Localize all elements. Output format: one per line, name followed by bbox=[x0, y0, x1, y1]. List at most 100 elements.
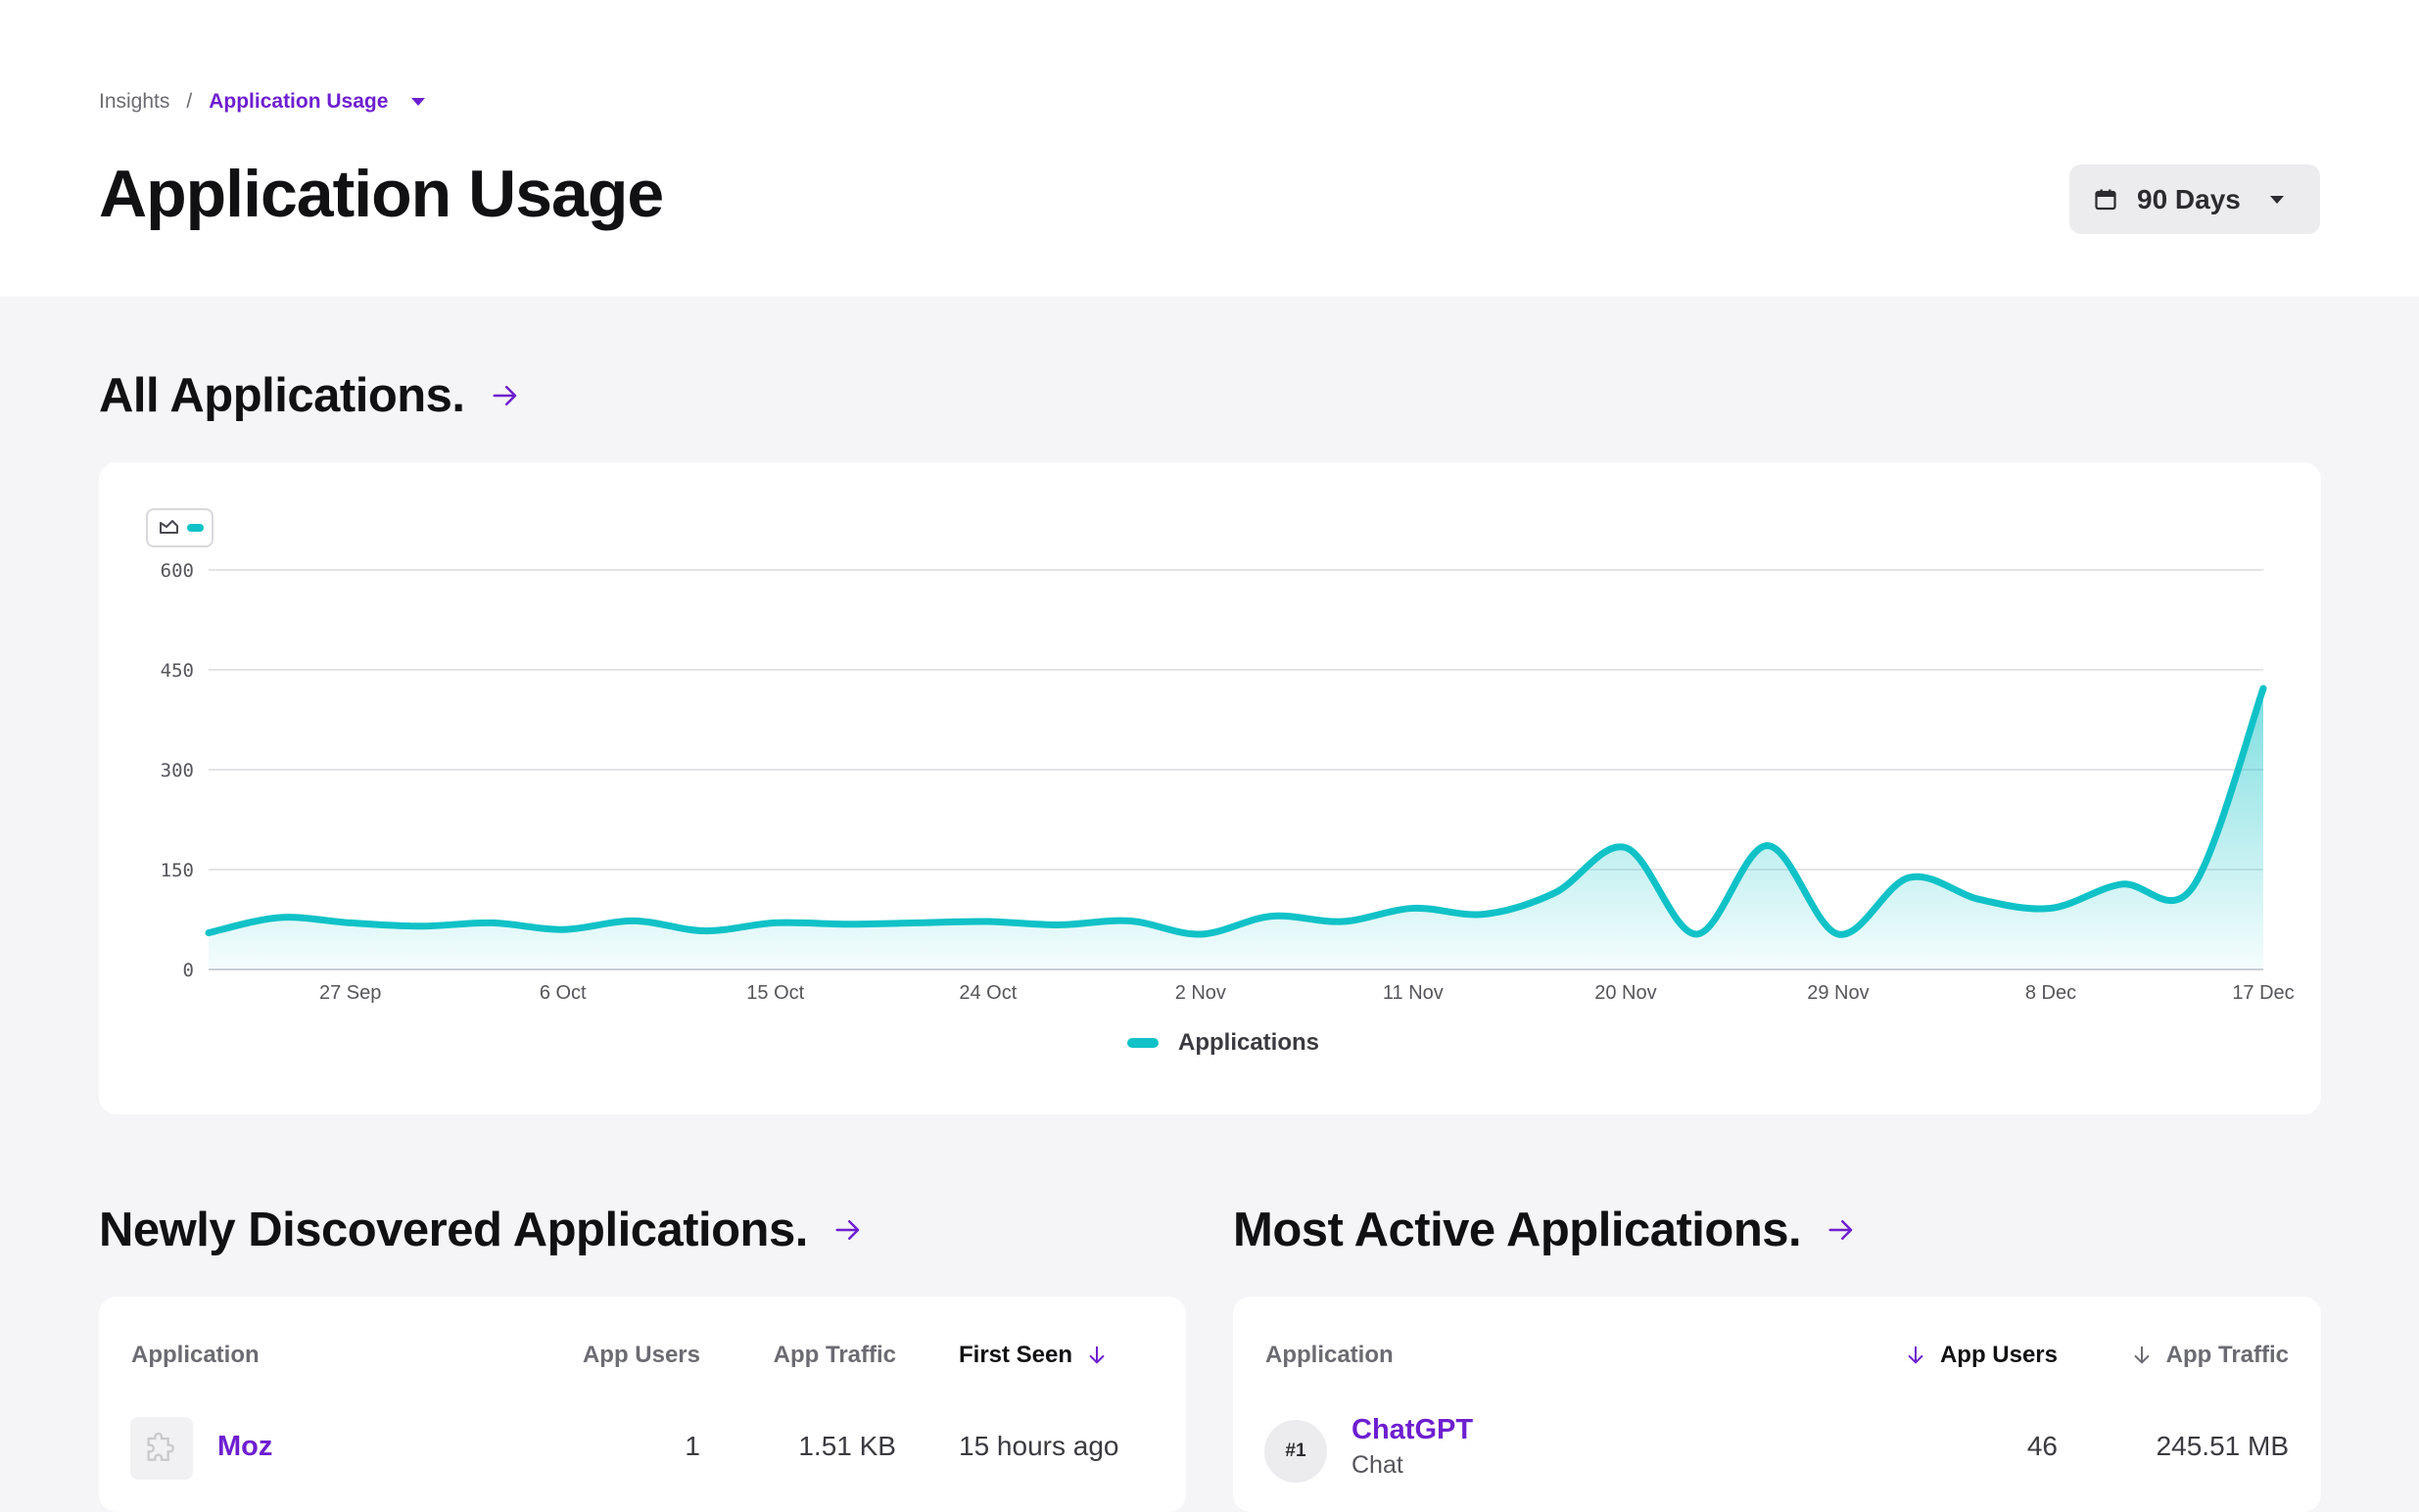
calendar-icon bbox=[2095, 189, 2116, 210]
column-header-first-seen[interactable]: First Seen bbox=[959, 1340, 1108, 1371]
legend-label: Applications bbox=[1178, 1029, 1320, 1056]
data-point[interactable] bbox=[1693, 930, 1700, 937]
arrow-right-icon[interactable] bbox=[833, 1215, 863, 1245]
column-header-application[interactable]: Application bbox=[131, 1342, 260, 1368]
breadcrumb-insights-link[interactable]: Insights bbox=[99, 90, 170, 113]
y-tick-label: 600 bbox=[161, 560, 194, 582]
x-tick-label: 29 Nov bbox=[1807, 982, 1869, 1004]
data-point[interactable] bbox=[1551, 889, 1558, 896]
column-header-app-traffic[interactable]: App Traffic bbox=[773, 1342, 896, 1368]
app-users-value: 46 bbox=[2026, 1431, 2058, 1461]
section-title-most-active: Most Active Applications. bbox=[1233, 1201, 1856, 1259]
app-traffic-value: 245.51 MB bbox=[2156, 1431, 2289, 1461]
column-header-app-traffic-label: App Traffic bbox=[2165, 1342, 2289, 1368]
page-header: Insights / Application Usage Application… bbox=[0, 0, 2419, 297]
sort-down-icon bbox=[1908, 1346, 1923, 1364]
data-point[interactable] bbox=[1126, 918, 1133, 924]
data-point[interactable] bbox=[1764, 842, 1771, 849]
data-point[interactable] bbox=[1976, 896, 1983, 903]
x-tick-label: 8 Dec bbox=[2025, 982, 2076, 1004]
usage-chart: 0 150 300 450 600 27 Sep 6 Oct 15 Oct 24 Oct 2 N… bbox=[146, 508, 2295, 1004]
data-point[interactable] bbox=[701, 927, 708, 934]
x-tick-label: 24 Oct bbox=[959, 982, 1017, 1004]
column-header-app-users[interactable]: App Users bbox=[1905, 1340, 2058, 1371]
data-point[interactable] bbox=[1409, 905, 1416, 912]
data-point[interactable] bbox=[559, 926, 566, 933]
data-point[interactable] bbox=[2260, 685, 2267, 692]
data-point[interactable] bbox=[1339, 919, 1346, 925]
arrow-right-icon[interactable] bbox=[1826, 1215, 1856, 1245]
data-point[interactable] bbox=[347, 920, 354, 926]
newly-discovered-table: Application App Users App Traffic First … bbox=[99, 1297, 1186, 1512]
x-tick-label: 11 Nov bbox=[1383, 982, 1444, 1004]
puzzle-icon bbox=[130, 1417, 193, 1480]
data-point[interactable] bbox=[489, 920, 496, 926]
date-range-button[interactable]: 90 Days bbox=[2069, 165, 2320, 234]
section-title-text: Most Active Applications. bbox=[1233, 1204, 1802, 1256]
x-tick-label: 27 Sep bbox=[319, 982, 381, 1004]
data-point[interactable] bbox=[2118, 880, 2125, 887]
y-tick-label: 0 bbox=[183, 960, 194, 981]
column-header-app-traffic[interactable]: App Traffic bbox=[2131, 1340, 2289, 1371]
date-range-label: 90 Days bbox=[2137, 183, 2241, 214]
arrow-right-icon[interactable] bbox=[491, 381, 520, 410]
data-point[interactable] bbox=[631, 918, 638, 924]
data-point[interactable] bbox=[1056, 921, 1063, 928]
chart-type-toggle[interactable] bbox=[146, 508, 213, 547]
column-header-app-users-label: App Users bbox=[1939, 1342, 2058, 1368]
section-title-all-applications: All Applications. bbox=[99, 366, 520, 425]
data-point[interactable] bbox=[1834, 930, 1841, 937]
data-point[interactable] bbox=[1622, 844, 1629, 851]
section-title-newly-discovered: Newly Discovered Applications. bbox=[99, 1201, 863, 1259]
breadcrumb-caret-icon[interactable] bbox=[411, 98, 426, 106]
first-seen-value: 15 hours ago bbox=[959, 1431, 1119, 1461]
chart-legend[interactable]: Applications bbox=[1127, 1029, 1319, 1057]
chevron-down-icon bbox=[2269, 195, 2284, 204]
rank-badge: #1 bbox=[1264, 1420, 1327, 1483]
data-point[interactable] bbox=[1197, 930, 1204, 937]
data-point[interactable] bbox=[772, 920, 779, 926]
x-tick-label: 15 Oct bbox=[746, 982, 804, 1004]
area-chart-icon bbox=[160, 520, 178, 534]
app-traffic-value: 1.51 KB bbox=[798, 1431, 896, 1461]
y-tick-label: 300 bbox=[161, 760, 194, 781]
data-point[interactable] bbox=[1268, 913, 1275, 920]
section-title-text: All Applications. bbox=[99, 369, 465, 422]
app-users-value: 1 bbox=[685, 1431, 700, 1461]
sort-down-icon bbox=[2134, 1346, 2150, 1364]
most-active-table: Application App Users App Traffic #1 Cha… bbox=[1233, 1297, 2321, 1512]
data-point[interactable] bbox=[1906, 874, 1913, 881]
data-point[interactable] bbox=[418, 922, 425, 929]
data-point[interactable] bbox=[2189, 884, 2196, 891]
column-header-first-seen-label: First Seen bbox=[959, 1342, 1073, 1368]
data-point[interactable] bbox=[1481, 911, 1488, 918]
app-name-link[interactable]: ChatGPT bbox=[1352, 1414, 1474, 1445]
page-title: Application Usage bbox=[99, 157, 664, 231]
app-category: Chat bbox=[1352, 1451, 1403, 1479]
column-header-application[interactable]: Application bbox=[1265, 1342, 1394, 1368]
x-tick-label: 2 Nov bbox=[1175, 982, 1226, 1004]
applications-series-area bbox=[209, 688, 2263, 969]
y-tick-label: 150 bbox=[161, 860, 194, 881]
data-point[interactable] bbox=[914, 920, 921, 926]
data-point[interactable] bbox=[984, 919, 991, 925]
all-applications-chart-card: 0 150 300 450 600 27 Sep 6 Oct 15 Oct 24 Oct 2 N… bbox=[99, 462, 2321, 1114]
data-point[interactable] bbox=[843, 921, 850, 927]
app-name-link[interactable]: Moz bbox=[217, 1431, 273, 1462]
breadcrumb: Insights / Application Usage bbox=[99, 88, 426, 116]
breadcrumb-current[interactable]: Application Usage bbox=[209, 90, 389, 113]
data-point[interactable] bbox=[276, 914, 283, 921]
legend-swatch bbox=[1127, 1038, 1159, 1048]
applications-series-line bbox=[205, 685, 2267, 938]
data-point[interactable] bbox=[2047, 905, 2054, 912]
x-tick-label: 20 Nov bbox=[1594, 982, 1656, 1004]
x-tick-label: 17 Dec bbox=[2232, 982, 2294, 1004]
y-tick-label: 450 bbox=[161, 660, 194, 682]
section-title-text: Newly Discovered Applications. bbox=[99, 1204, 808, 1256]
breadcrumb-separator: / bbox=[186, 90, 193, 113]
series-color-swatch bbox=[187, 524, 204, 532]
x-tick-label: 6 Oct bbox=[540, 982, 587, 1004]
column-header-app-users[interactable]: App Users bbox=[582, 1342, 700, 1368]
data-point[interactable] bbox=[206, 929, 213, 936]
sort-down-icon bbox=[1089, 1346, 1105, 1364]
